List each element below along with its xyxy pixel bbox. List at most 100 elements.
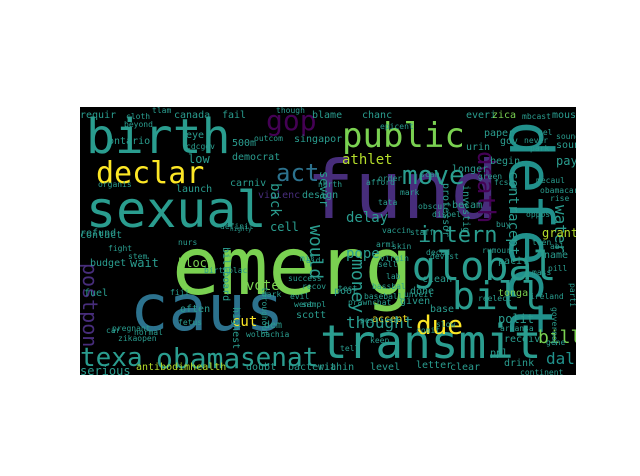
cloud-word-66: given: [400, 296, 431, 307]
cloud-word-80: dem: [264, 320, 283, 331]
cloud-word-123: comit: [416, 326, 441, 335]
cloud-word-63: budget: [90, 258, 127, 269]
cloud-word-58: violenc: [258, 190, 301, 201]
cloud-word-117: wolbachia: [246, 330, 290, 339]
cloud-word-32: design: [302, 190, 339, 201]
cloud-word-5: birth: [86, 109, 231, 165]
cloud-word-88: tonga: [498, 288, 529, 299]
cloud-word-155: sell: [378, 260, 398, 269]
cloud-word-53: democrat: [232, 152, 281, 163]
cloud-word-76: bacteria: [288, 362, 337, 373]
cloud-word-153: rise: [550, 194, 570, 203]
cloud-word-65: accept: [372, 314, 409, 325]
cloud-word-3: caus: [130, 272, 285, 346]
cloud-word-43: blame: [312, 110, 343, 121]
cloud-word-118: slow: [436, 320, 456, 329]
cloud-word-136: scam: [420, 170, 440, 179]
cloud-word-160: gene: [546, 338, 566, 347]
cloud-word-6: sexual: [86, 181, 267, 239]
cloud-word-145: mass: [532, 268, 552, 277]
cloud-word-167: fuel: [84, 288, 109, 299]
cloud-word-147: virgin: [380, 254, 409, 263]
cloud-word-104: outcom: [254, 134, 283, 143]
cloud-word-24: dalla: [546, 349, 576, 368]
cloud-word-169: success: [288, 274, 322, 283]
cloud-word-171: prawnchat: [348, 298, 392, 307]
cloud-word-175: tlam: [152, 107, 172, 115]
cloud-word-168: mecaul: [536, 176, 565, 185]
cloud-word-71: ppl: [490, 348, 509, 359]
cloud-word-12: obama: [156, 342, 241, 375]
cloud-word-89: pacif: [498, 256, 529, 267]
cloud-word-45: zica: [492, 110, 517, 121]
cloud-word-172: obamacar: [540, 186, 576, 195]
cloud-word-33: would: [305, 225, 326, 280]
cloud-word-99: abl: [550, 242, 565, 251]
cloud-word-112: normal: [134, 328, 163, 337]
cloud-word-2: fund: [306, 144, 499, 237]
cloud-word-144: never: [524, 136, 549, 145]
cloud-word-37: serious: [80, 364, 131, 375]
cloud-word-138: tata: [378, 198, 398, 207]
cloud-word-151: stem: [128, 252, 148, 261]
cloud-word-177: bassbal: [372, 282, 406, 291]
cloud-word-131: devast: [430, 252, 459, 261]
cloud-word-94: longer: [452, 164, 489, 175]
cloud-word-113: car: [106, 326, 121, 335]
cloud-word-102: scott: [296, 310, 327, 321]
cloud-word-103: refund: [80, 228, 117, 239]
cloud-word-8: transmit: [320, 315, 542, 369]
cloud-word-176: fcsi: [494, 178, 514, 187]
cloud-word-100: chanc: [362, 110, 393, 121]
cloud-word-61: sever: [317, 171, 331, 208]
cloud-word-125: unveil: [404, 290, 433, 299]
cloud-word-98: gov: [500, 136, 519, 147]
cloud-word-54: singapor: [294, 134, 343, 145]
cloud-word-77: doubt: [246, 362, 277, 373]
cloud-word-141: park: [530, 144, 550, 153]
cloud-word-85: arkansa: [500, 324, 534, 333]
cloud-word-11: bill: [452, 274, 544, 318]
cloud-word-48: begin: [490, 156, 521, 167]
cloud-word-17: intern: [418, 223, 498, 248]
cloud-word-40: canada: [174, 110, 211, 121]
cloud-word-129: obscur: [418, 202, 447, 211]
cloud-word-62: contact: [80, 230, 123, 241]
cloud-word-64: wait: [130, 256, 159, 270]
cloud-word-146: north: [318, 180, 343, 189]
cloud-word-130: epicent: [380, 122, 414, 131]
cloud-word-74: level: [370, 362, 401, 373]
cloud-word-178: baseball: [364, 292, 403, 301]
cloud-word-55: 500m: [232, 138, 257, 149]
cloud-word-30: pope: [346, 246, 380, 262]
cloud-word-95: becam: [452, 200, 483, 211]
cloud-word-174: mit: [300, 254, 315, 263]
cloud-word-19: act: [276, 159, 320, 187]
cloud-word-51: sound: [556, 140, 576, 151]
cloud-word-67: done: [410, 286, 435, 297]
cloud-word-18: gop: [266, 107, 317, 137]
cloud-word-161: mark: [400, 188, 420, 197]
cloud-word-73: letter: [416, 360, 453, 371]
cloud-word-49: grant: [542, 226, 576, 240]
cloud-word-111: organis: [98, 180, 132, 189]
cloud-word-105: rumour: [482, 246, 511, 255]
cloud-word-7: public: [342, 116, 465, 156]
cloud-word-78: antibodimhealth: [136, 362, 227, 373]
cloud-word-52: low: [188, 152, 210, 166]
cloud-word-16: move: [402, 161, 465, 191]
cloud-word-133: sampl: [302, 300, 327, 309]
cloud-word-162: tell: [340, 344, 360, 353]
cloud-word-91: clear: [450, 362, 481, 373]
cloud-word-106: armi: [376, 240, 396, 249]
cloud-word-120: dispel: [432, 210, 461, 219]
cloud-word-142: mbcast: [522, 112, 551, 121]
cloud-word-59: cell: [270, 220, 299, 234]
cloud-word-108: beyond: [124, 120, 153, 129]
cloud-word-27: athlet: [342, 152, 393, 168]
cloud-word-139: sound: [556, 132, 576, 141]
cloud-word-79: highest: [230, 307, 241, 350]
cloud-word-148: gel: [538, 128, 553, 137]
cloud-word-124: continent: [520, 368, 564, 376]
cloud-word-31: delay: [346, 210, 389, 226]
